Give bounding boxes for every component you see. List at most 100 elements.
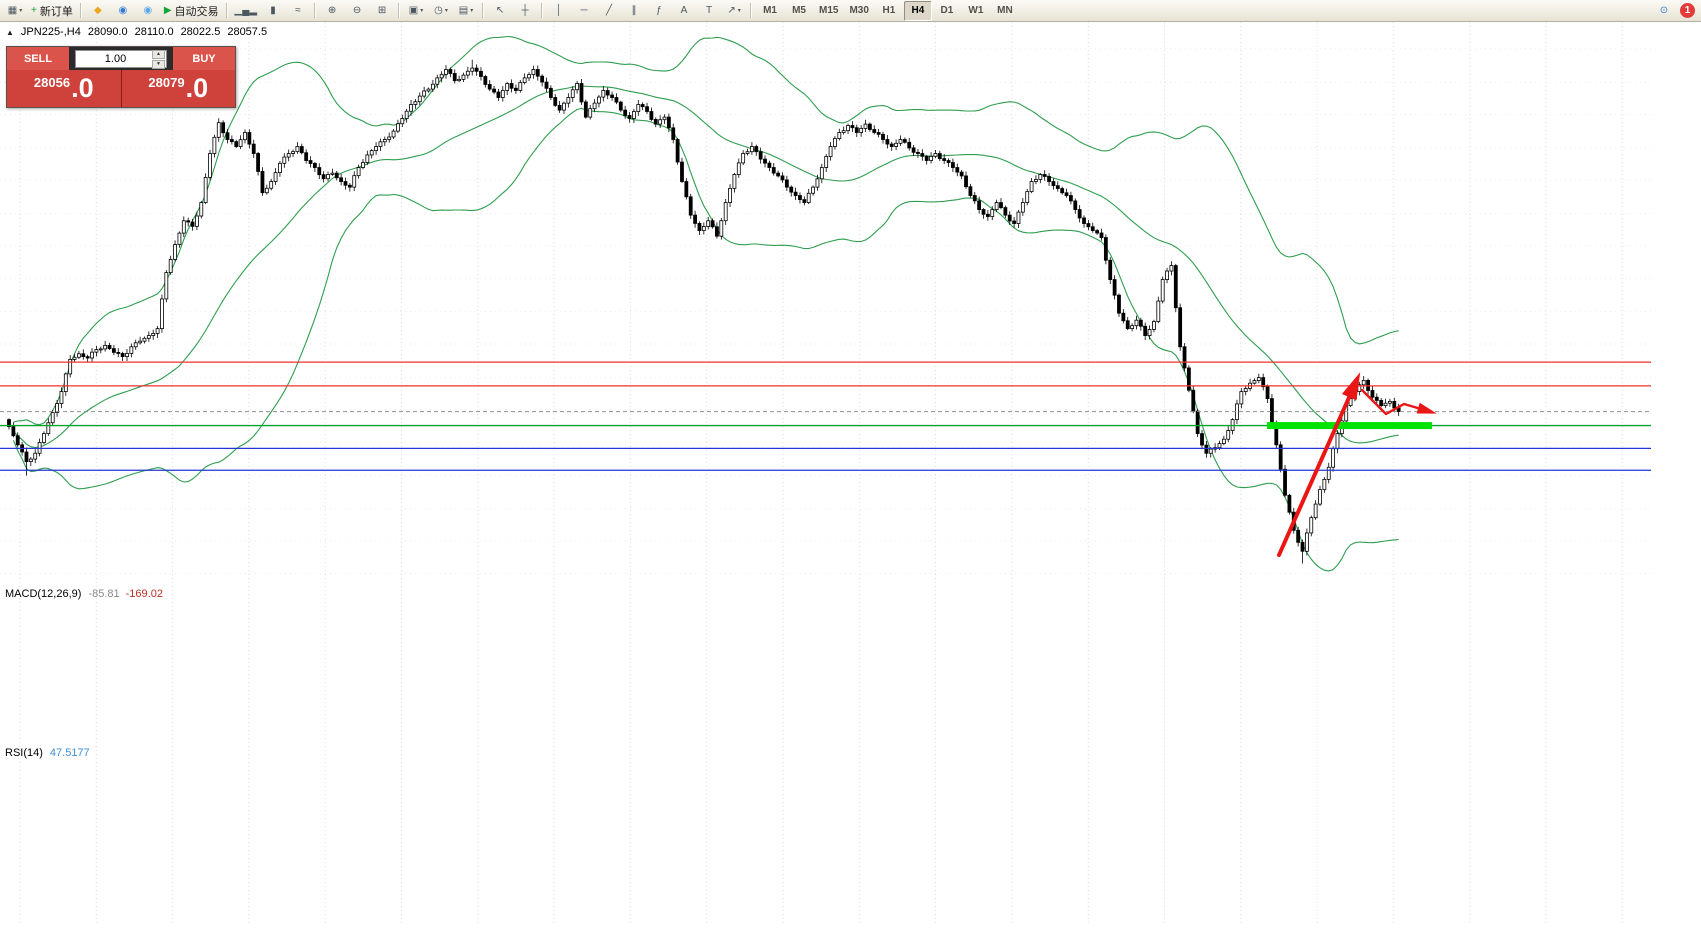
line-chart-type-icon-glyph: ≈ [295, 4, 301, 16]
bollinger-upper-band [13, 35, 1399, 426]
sell-price: 28056 [33, 75, 71, 90]
rsi-title: RSI(14) [5, 747, 43, 759]
dropdown-caret-icon: ▾ [19, 8, 23, 14]
macd-indicator-label: MACD(12,26,9) -85.81 -169.02 [5, 588, 163, 600]
crosshair-icon[interactable]: ┼ [513, 1, 537, 21]
metaquotes-icon[interactable]: ◆ [86, 1, 110, 21]
main-chart-panel [0, 35, 1651, 572]
bollinger-lower-band [12, 107, 1399, 572]
support-zone-band[interactable] [1267, 422, 1432, 430]
buy-price-button[interactable]: 28079.0 [120, 70, 235, 107]
chart-window: ▲ JPN225-,H4 28090.0 28110.0 28022.5 280… [0, 22, 1701, 943]
trendline-icon-glyph: ╱ [606, 4, 613, 16]
buy-button[interactable]: BUY [173, 47, 235, 70]
search-icon-glyph: ⊙ [1659, 4, 1669, 16]
trendline-icon[interactable]: ╱ [597, 1, 621, 21]
grid-lines [0, 22, 1651, 926]
vertical-line-icon-glyph: │ [555, 4, 563, 16]
timeframe-m30[interactable]: M30 [849, 5, 869, 16]
timeframe-w1[interactable]: W1 [968, 5, 984, 16]
timeframe-m15[interactable]: M15 [819, 5, 839, 16]
arrows-tool-icon-glyph: ↗ [727, 4, 736, 16]
line-chart-type-icon[interactable]: ≈ [286, 1, 310, 21]
ohlc-high: 28110.0 [134, 26, 174, 38]
vertical-line-icon[interactable]: │ [547, 1, 571, 21]
new-order-button-label: 新订单 [39, 5, 73, 18]
fibonacci-icon[interactable]: ƒ [647, 1, 671, 21]
toolbar: ▦ ▾ + 新订单 ◆ ◉ ◉ ▶ 自动交易 ▁▄▂ ▮ ≈ ⊕ ⊖ ⊞ ▣ ▾ ◷ ▾ ▤ ▾ ↖ ┼ │ ─ ╱ ∥ ƒ A T ↗ ▾ M… [0, 0, 1701, 22]
toolbar-separator [398, 3, 401, 18]
tile-windows-icon[interactable]: ⊞ [370, 1, 394, 21]
macd-signal-value: -169.02 [125, 588, 163, 600]
symbol-name: JPN225-,H4 [20, 26, 81, 38]
new-chart-glyph: ▦ [7, 4, 18, 16]
cursor-icon-glyph: ↖ [495, 4, 505, 16]
volume-field: ▲ ▼ [69, 47, 173, 70]
sell-button[interactable]: SELL [7, 47, 69, 70]
timeframe-mn[interactable]: MN [997, 5, 1013, 16]
horizontal-line-icon-glyph: ─ [580, 4, 588, 16]
timeframe-d1[interactable]: D1 [940, 5, 954, 16]
chart-symbol-icon: ▲ [6, 27, 14, 37]
bar-chart-type-icon[interactable]: ▁▄▂ [232, 1, 260, 21]
cursor-icon[interactable]: ↖ [488, 1, 512, 21]
autotrading-glyph: ▶ [163, 4, 172, 16]
one-click-top-row: SELL ▲ ▼ BUY [7, 47, 235, 70]
candlestick-type-icon[interactable]: ▮ [261, 1, 285, 21]
equidistant-channel-icon-glyph: ∥ [631, 4, 637, 16]
ohlc-low: 28022.5 [180, 26, 221, 38]
volume-decrease-button[interactable]: ▼ [152, 60, 165, 69]
dropdown-caret-icon: ▾ [737, 8, 741, 14]
signals-icon[interactable]: ◉ [136, 1, 160, 21]
zoom-in-icon-glyph: ⊕ [327, 4, 337, 16]
toolbar-separator [225, 3, 228, 18]
timeframe-m5[interactable]: M5 [792, 5, 806, 16]
chart-canvas[interactable] [0, 22, 1701, 943]
ohlc-close: 28057.5 [227, 26, 268, 38]
pullback-arrow[interactable] [1360, 388, 1437, 416]
sell-price-decimal: .0 [71, 73, 94, 103]
market-icon-glyph: ◉ [118, 4, 128, 16]
equidistant-channel-icon[interactable]: ∥ [622, 1, 646, 21]
dropdown-caret-icon: ▾ [444, 8, 448, 14]
timeframe-m1[interactable]: M1 [763, 5, 777, 16]
sell-price-button[interactable]: 28056.0 [7, 70, 121, 107]
macd-value: -85.81 [88, 588, 120, 600]
toolbar-separator [314, 3, 317, 18]
tile-windows-icon-glyph: ⊞ [377, 4, 387, 16]
timeframe-h1[interactable]: H1 [882, 5, 896, 16]
volume-input[interactable] [75, 49, 167, 68]
snapshot-icon[interactable]: ▤ ▾ [454, 1, 478, 21]
horizontal-line-icon[interactable]: ─ [572, 1, 596, 21]
one-click-prices-row: 28056.0 28079.0 [7, 70, 235, 107]
volume-increase-button[interactable]: ▲ [152, 50, 165, 59]
zoom-out-icon[interactable]: ⊖ [345, 1, 369, 21]
period-icon[interactable]: ◷ ▾ [429, 1, 453, 21]
autotrading-button[interactable]: ▶ 自动交易 [161, 1, 222, 21]
market-icon[interactable]: ◉ [111, 1, 135, 21]
new-order-button[interactable]: + 新订单 [28, 1, 76, 21]
notification-badge[interactable]: 1 [1680, 3, 1695, 18]
text-icon-glyph: A [680, 4, 688, 16]
new-order-glyph: + [31, 4, 37, 16]
timeframe-h4[interactable]: H4 [903, 0, 932, 21]
toolbar-separator [541, 3, 544, 18]
arrows-tool-icon[interactable]: ↗ ▾ [722, 1, 746, 21]
fibonacci-icon-glyph: ƒ [656, 4, 662, 16]
zoom-in-icon[interactable]: ⊕ [320, 1, 344, 21]
new-window-icon[interactable]: ▣ ▾ [404, 1, 428, 21]
label-icon[interactable]: T [697, 1, 721, 21]
zoom-out-icon-glyph: ⊖ [352, 4, 362, 16]
text-icon[interactable]: A [672, 1, 696, 21]
trend-up-arrow[interactable] [1277, 372, 1361, 557]
new-window-icon-glyph: ▣ [408, 4, 419, 16]
metaquotes-icon-glyph: ◆ [93, 4, 102, 16]
bollinger-bands [12, 35, 1399, 572]
symbol-header: ▲ JPN225-,H4 28090.0 28110.0 28022.5 280… [6, 26, 267, 38]
period-icon-glyph: ◷ [434, 4, 443, 16]
new-chart-button[interactable]: ▦ ▾ [3, 1, 27, 21]
search-icon[interactable]: ⊙ [1652, 1, 1676, 21]
ohlc-open: 28090.0 [87, 26, 128, 38]
macd-title: MACD(12,26,9) [5, 588, 82, 600]
rsi-value: 47.5177 [49, 747, 90, 759]
